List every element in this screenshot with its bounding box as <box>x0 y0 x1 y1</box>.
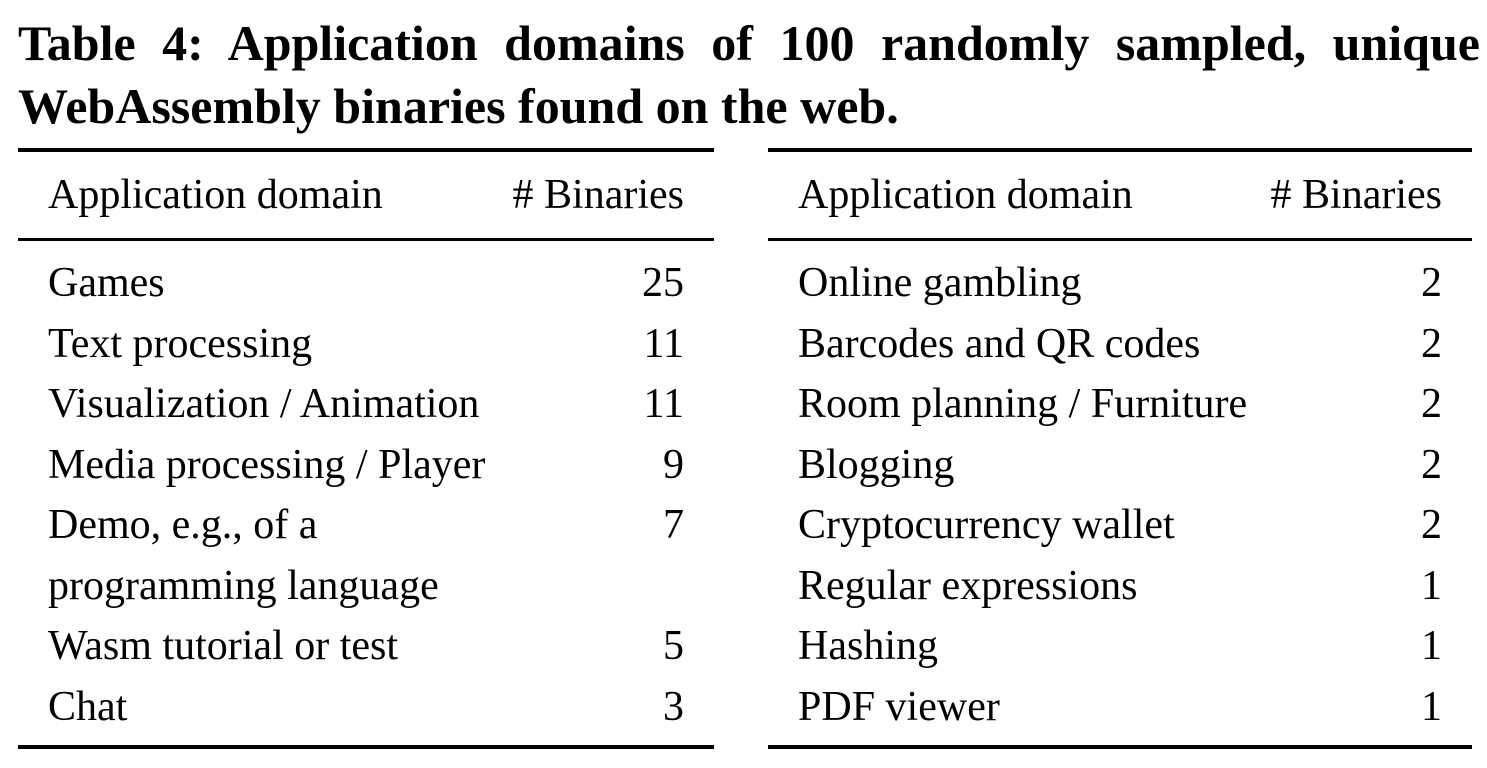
domain-cell: Demo, e.g., of a programming language <box>48 502 439 609</box>
domain-cell: Cryptocurrency wallet <box>798 502 1175 548</box>
binaries-cell: 1 <box>1421 562 1442 609</box>
table-row: Chat 3 <box>18 676 714 749</box>
binaries-cell: 11 <box>643 381 684 427</box>
binaries-cell: 11 <box>643 320 684 367</box>
table-row: Barcodes and QR codes 2 <box>768 314 1472 375</box>
domain-cell: Hashing <box>798 623 938 669</box>
table-row: Games 25 <box>18 240 714 314</box>
binaries-cell: 25 <box>642 260 684 306</box>
domain-cell: PDF viewer <box>768 676 1264 749</box>
table-row: Demo, e.g., of a programming language 7 <box>18 495 714 616</box>
table-header-row: Application domain # Binaries <box>768 148 1472 241</box>
domain-cell: Room planning / Furniture <box>798 381 1248 427</box>
domain-cell: Games <box>48 260 165 306</box>
binaries-cell: 2 <box>1421 502 1442 548</box>
table-row: Wasm tutorial or test 5 <box>18 616 714 677</box>
header-application-domain: Application domain <box>768 148 1264 241</box>
domain-cell: Regular expressions <box>798 562 1138 609</box>
table-header-row: Application domain # Binaries <box>18 148 714 241</box>
domain-cell: Text processing <box>48 320 313 367</box>
binaries-cell: 5 <box>663 623 684 669</box>
domain-cell: Chat <box>18 676 486 749</box>
header-binaries: # Binaries <box>485 148 714 241</box>
table-row: Blogging 2 <box>768 435 1472 496</box>
domain-cell: Blogging <box>798 441 955 488</box>
table-row: Media processing / Player 9 <box>18 435 714 496</box>
binaries-cell: 7 <box>663 502 684 548</box>
domain-cell: Wasm tutorial or test <box>48 623 399 669</box>
table-row: Visualization / Animation 11 <box>18 374 714 435</box>
domain-cell: Visualization / Animation <box>48 381 480 427</box>
binaries-cell: 2 <box>1421 260 1442 306</box>
header-binaries: # Binaries <box>1263 148 1472 241</box>
binaries-cell: 2 <box>1421 381 1442 427</box>
binaries-cell: 2 <box>1421 320 1442 367</box>
table-row: Text processing 11 <box>18 314 714 375</box>
domain-cell: Barcodes and QR codes <box>798 320 1201 367</box>
table-row: Hashing 1 <box>768 616 1472 677</box>
table-row: Cryptocurrency wallet 2 <box>768 495 1472 556</box>
header-application-domain: Application domain <box>18 148 486 241</box>
table-row: Regular expressions 1 <box>768 556 1472 617</box>
binaries-cell: 1 <box>1421 623 1442 669</box>
binaries-cell: 1 <box>1263 676 1472 749</box>
binaries-cell: 2 <box>1421 441 1442 488</box>
domain-cell: Online gambling <box>798 260 1082 306</box>
binaries-cell: 3 <box>485 676 714 749</box>
table-caption: Table 4: Application domains of 100 rand… <box>18 15 1480 134</box>
table-row: Online gambling 2 <box>768 240 1472 314</box>
domain-cell: Media processing / Player <box>48 441 486 488</box>
binaries-cell: 9 <box>663 441 684 488</box>
table-row: PDF viewer 1 <box>768 676 1472 749</box>
table-row: Room planning / Furniture 2 <box>768 374 1472 435</box>
left-domain-table: Application domain # Binaries Games 25 T… <box>18 148 714 749</box>
right-domain-table: Application domain # Binaries Online gam… <box>768 148 1472 749</box>
